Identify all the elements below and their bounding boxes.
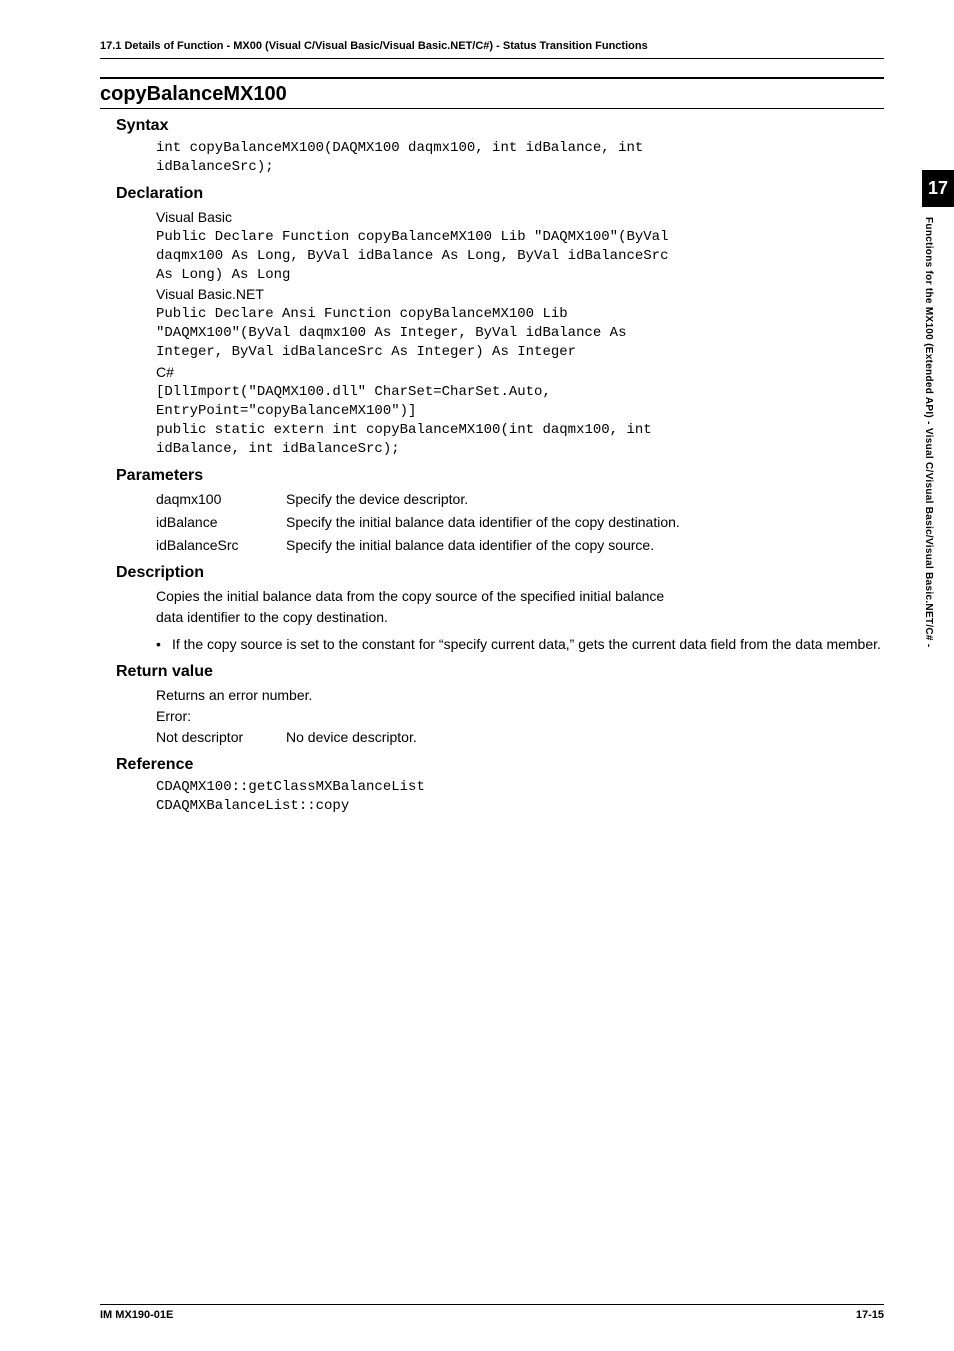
bullet-icon: • <box>156 634 172 655</box>
footer-left: IM MX190-01E <box>100 1309 173 1321</box>
syntax-code: int copyBalanceMX100(DAQMX100 daqmx100, … <box>100 139 884 177</box>
param-name: idBalanceSrc <box>156 535 286 556</box>
vb-code: Public Declare Function copyBalanceMX100… <box>156 228 884 285</box>
return-err-name: Not descriptor <box>156 727 286 748</box>
return-l2: Error: <box>156 706 884 727</box>
return-l1: Returns an error number. <box>156 685 884 706</box>
footer-right: 17-15 <box>856 1309 884 1321</box>
param-desc: Specify the device descriptor. <box>286 489 884 510</box>
vb-label: Visual Basic <box>156 207 884 228</box>
chapter-tab: 17 <box>922 170 954 207</box>
declaration-label: Declaration <box>100 185 884 203</box>
param-desc: Specify the initial balance data identif… <box>286 535 884 556</box>
parameters-table: daqmx100 Specify the device descriptor. … <box>100 489 884 556</box>
param-row: daqmx100 Specify the device descriptor. <box>156 489 884 510</box>
cs-label: C# <box>156 362 884 383</box>
syntax-label: Syntax <box>100 117 884 135</box>
vbnet-code: Public Declare Ansi Function copyBalance… <box>156 305 884 362</box>
title-rule-thin <box>100 108 884 109</box>
vbnet-label: Visual Basic.NET <box>156 284 884 305</box>
title-rule-thick <box>100 77 884 79</box>
chapter-vertical-title: Functions for the MX100 (Extended API) -… <box>922 207 935 827</box>
param-name: daqmx100 <box>156 489 286 510</box>
description-bullet: If the copy source is set to the constan… <box>172 634 881 655</box>
param-desc: Specify the initial balance data identif… <box>286 512 884 533</box>
reference-label: Reference <box>100 756 884 774</box>
parameters-label: Parameters <box>100 467 884 485</box>
reference-code: CDAQMX100::getClassMXBalanceList CDAQMXB… <box>100 778 884 816</box>
return-err-desc: No device descriptor. <box>286 727 884 748</box>
description-label: Description <box>100 564 884 582</box>
param-row: idBalance Specify the initial balance da… <box>156 512 884 533</box>
description-p1: Copies the initial balance data from the… <box>156 586 884 607</box>
page-header: 17.1 Details of Function - MX00 (Visual … <box>100 40 884 52</box>
description-p2: data identifier to the copy destination. <box>156 607 884 628</box>
return-value-label: Return value <box>100 663 884 681</box>
header-rule <box>100 58 884 59</box>
cs-code: [DllImport("DAQMX100.dll" CharSet=CharSe… <box>156 383 884 459</box>
param-row: idBalanceSrc Specify the initial balance… <box>156 535 884 556</box>
function-name: copyBalanceMX100 <box>100 83 884 106</box>
page-footer: IM MX190-01E 17-15 <box>100 1304 884 1321</box>
param-name: idBalance <box>156 512 286 533</box>
side-tab: 17 Functions for the MX100 (Extended API… <box>922 170 954 827</box>
